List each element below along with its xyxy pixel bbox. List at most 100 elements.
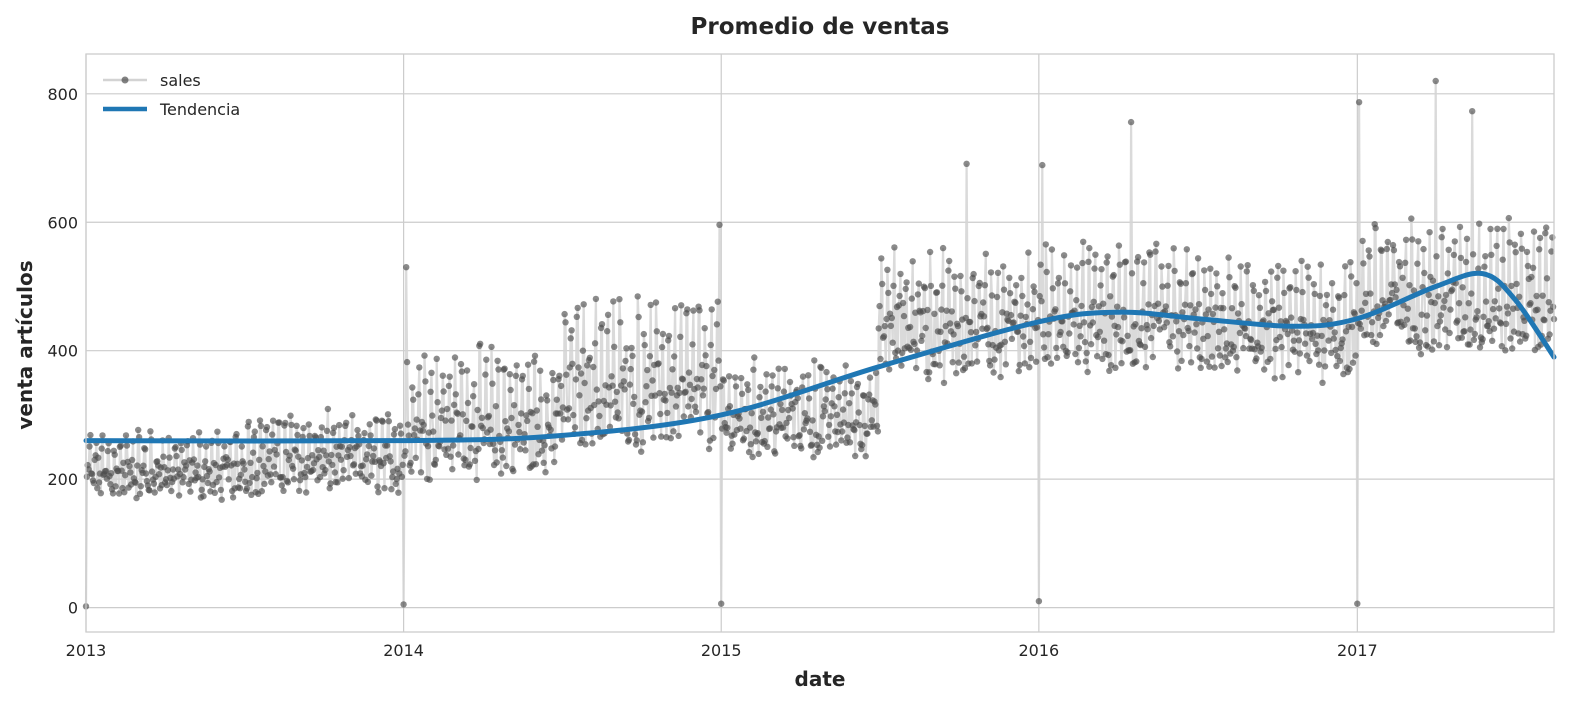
sales-point [350, 461, 358, 468]
sales-point [1528, 273, 1535, 281]
sales-point [359, 462, 366, 469]
sales-point [1409, 236, 1416, 243]
sales-point [1422, 327, 1429, 334]
sales-point [1193, 321, 1200, 328]
sales-point [633, 437, 640, 444]
sales-point [1100, 337, 1108, 344]
sales-point [261, 480, 268, 488]
sales-point [375, 489, 382, 496]
sales-point [324, 405, 332, 413]
sales-point [765, 414, 772, 421]
sales-point [670, 428, 677, 435]
sales-point [151, 489, 158, 496]
sales-point [1354, 600, 1361, 607]
sales-point [1418, 311, 1425, 318]
sales-point [1322, 302, 1330, 309]
sales-point [213, 478, 220, 486]
sales-point [1080, 319, 1088, 326]
sales-point [396, 422, 404, 429]
sales-point [204, 479, 211, 487]
sales-point [1298, 257, 1305, 265]
sales-point [273, 451, 280, 458]
sales-point [160, 453, 167, 460]
sales-point [1155, 317, 1163, 325]
sales-point [1140, 280, 1147, 287]
sales-point [1104, 253, 1111, 260]
sales-point [1507, 335, 1514, 342]
sales-point [361, 429, 368, 437]
sales-point [485, 412, 493, 420]
sales-point [501, 365, 508, 372]
sales-point [696, 307, 703, 314]
sales-point [257, 422, 265, 430]
sales-point [1304, 263, 1311, 270]
sales-point [1463, 235, 1471, 242]
sales-point [1033, 358, 1040, 365]
sales-point [939, 282, 946, 289]
sales-point [1219, 290, 1226, 297]
sales-point [759, 408, 767, 415]
sales-point [470, 393, 477, 400]
sales-point [866, 391, 873, 398]
sales-point [1533, 292, 1540, 300]
sales-point [561, 310, 568, 318]
sales-point [469, 423, 476, 430]
sales-point [388, 486, 395, 493]
sales-point [888, 314, 895, 322]
sales-point [653, 328, 660, 335]
sales-point [994, 269, 1002, 276]
sales-point [1284, 330, 1291, 338]
sales-point [640, 330, 647, 338]
sales-point [1244, 262, 1251, 269]
sales-point [1150, 322, 1157, 330]
sales-series [82, 77, 1558, 610]
sales-point [489, 380, 496, 387]
sales-point [1228, 305, 1236, 312]
sales-point [318, 424, 325, 431]
sales-point [737, 425, 744, 432]
sales-point [1347, 259, 1354, 266]
sales-point [1238, 300, 1245, 308]
sales-point [1423, 312, 1431, 319]
sales-point [251, 428, 258, 435]
sales-point [1328, 280, 1336, 287]
sales-point [715, 357, 722, 364]
sales-point [1527, 300, 1534, 307]
sales-point [497, 470, 505, 477]
sales-point [801, 410, 808, 417]
sales-point [609, 382, 616, 389]
sales-point [410, 431, 418, 439]
sales-point [1182, 280, 1190, 287]
sales-point [95, 454, 102, 461]
sales-point [918, 337, 925, 344]
sales-point [450, 401, 458, 408]
sales-point [764, 443, 771, 450]
sales-point [290, 476, 298, 483]
sales-point [1382, 317, 1390, 325]
sales-point [680, 413, 687, 420]
sales-point [1432, 77, 1439, 85]
sales-point [303, 463, 311, 471]
sales-point [1208, 353, 1216, 360]
sales-point [511, 441, 519, 448]
sales-point [672, 403, 680, 410]
sales-point [296, 487, 303, 494]
sales-point [1465, 300, 1472, 307]
sales-point [328, 451, 335, 459]
sales-point [1073, 297, 1080, 304]
sales-point [150, 480, 158, 487]
sales-point [434, 399, 441, 406]
sales-point [903, 279, 910, 286]
sales-point [215, 474, 223, 481]
sales-point [1308, 335, 1316, 343]
sales-point [1174, 348, 1181, 355]
sales-point [786, 378, 794, 386]
sales-point [707, 341, 714, 349]
sales-point [1179, 309, 1186, 316]
sales-point [1332, 346, 1339, 354]
sales-point [772, 450, 779, 457]
sales-point [569, 360, 576, 367]
sales-point [287, 412, 294, 419]
sales-point [447, 453, 454, 460]
x-tick-label: 2016 [1018, 641, 1059, 660]
